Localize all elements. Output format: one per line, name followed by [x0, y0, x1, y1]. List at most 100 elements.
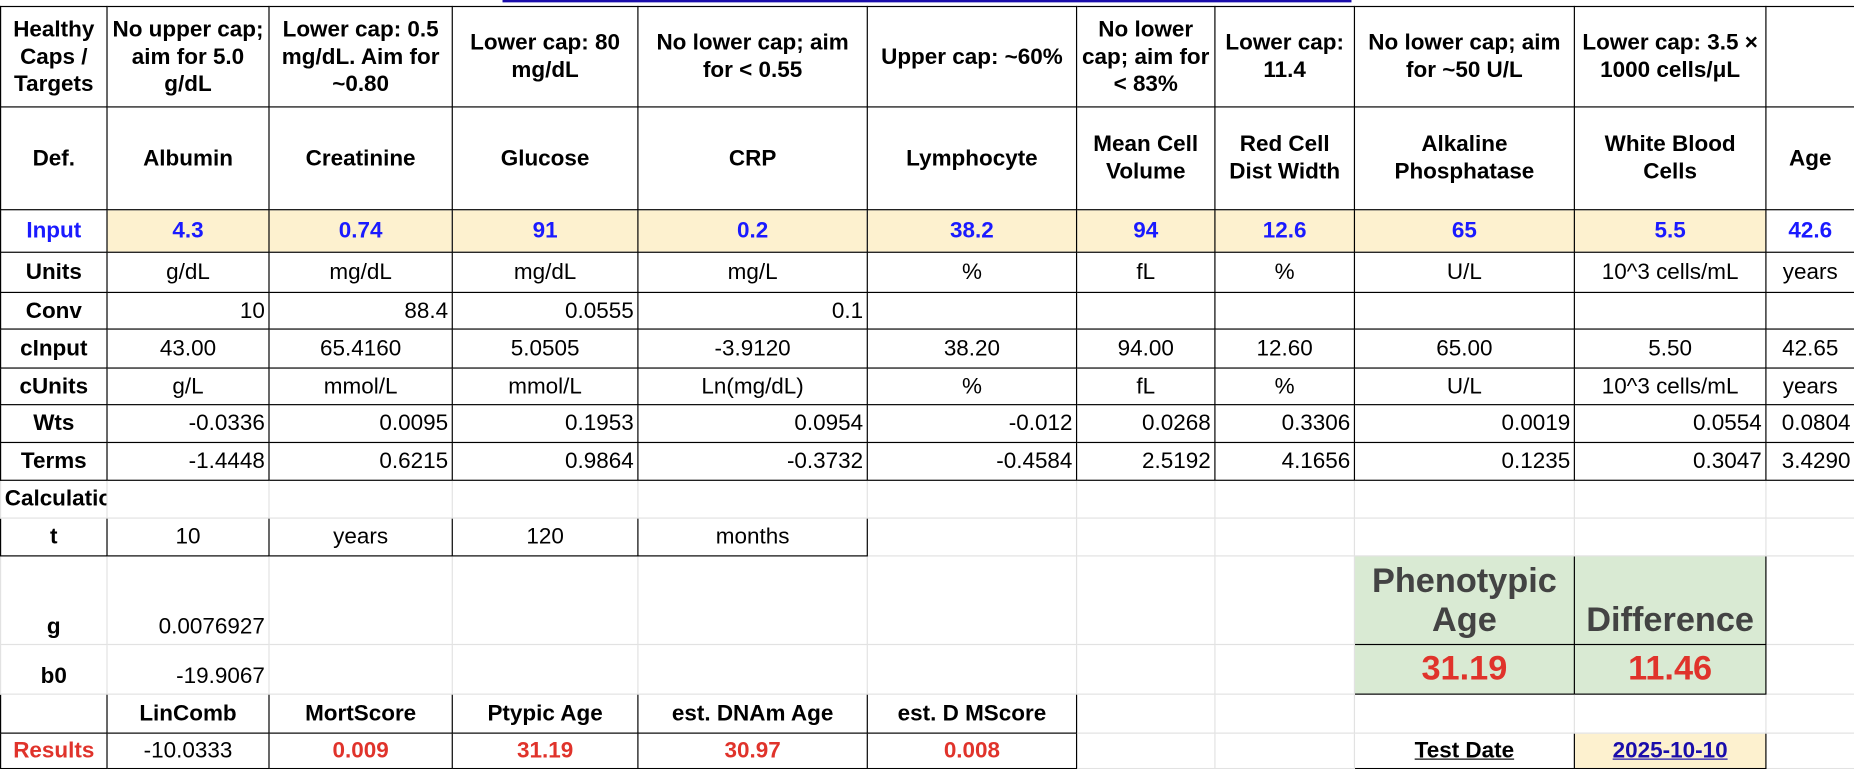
cell: years [1765, 367, 1854, 406]
cell: Lower cap: 80 mg/dL [451, 5, 639, 108]
cell [451, 479, 639, 519]
cell: 0.008 [866, 732, 1078, 769]
cell: Mean Cell Volume [1075, 106, 1216, 211]
cell: 0.009 [268, 732, 453, 769]
cell [637, 479, 868, 519]
sheet-row: cInput 43.00 65.4160 5.0505 -3.9120 38.20 94.0… [0, 328, 1854, 369]
cell: fL [1075, 251, 1216, 294]
cell: -1.4448 [106, 441, 270, 481]
cell [1214, 291, 1356, 330]
cell: Upper cap: ~60% [866, 5, 1078, 108]
cell: Input [0, 209, 108, 253]
cell: -0.4584 [866, 441, 1078, 481]
sheet-row: Wts -0.0336 0.0095 0.1953 0.0954 -0.012 0.0268… [0, 404, 1854, 444]
cell [1765, 732, 1854, 769]
cell: 10^3 cells/mL [1573, 367, 1767, 406]
cell [1573, 517, 1767, 557]
cell: years [1765, 251, 1854, 294]
cell [866, 517, 1078, 557]
cell [866, 643, 1078, 695]
cell: b0 [0, 643, 108, 695]
cell: 42.6 [1765, 209, 1854, 253]
cell: U/L [1353, 251, 1575, 294]
cell [1214, 643, 1356, 695]
cell: 0.3047 [1573, 441, 1767, 481]
cell [1075, 517, 1216, 557]
cell [1214, 732, 1356, 769]
cell: 38.2 [866, 209, 1078, 253]
cell: mg/L [637, 251, 868, 294]
cell [106, 479, 270, 519]
cell: 10^3 cells/mL [1573, 251, 1767, 294]
cell: Def. [0, 106, 108, 211]
cell: g/L [106, 367, 270, 406]
cell: Lymphocyte [866, 106, 1078, 211]
cell: 0.0076927 [106, 555, 270, 646]
cell [268, 479, 453, 519]
cell: 0.0954 [637, 404, 868, 444]
cell [1353, 291, 1575, 330]
cell [451, 555, 639, 646]
cell [866, 291, 1078, 330]
cell [1573, 693, 1767, 734]
cell: fL [1075, 367, 1216, 406]
sheet-row: Healthy Caps / Targets No upper cap; aim … [0, 5, 1854, 108]
cell: 12.60 [1214, 328, 1356, 369]
cell: mmol/L [451, 367, 639, 406]
sheet-row: Results -10.0333 0.009 31.19 30.97 0.008 Test … [0, 732, 1854, 769]
cell: 30.97 [637, 732, 868, 769]
cell: est. DNAm Age [637, 693, 868, 734]
cell: 4.1656 [1214, 441, 1356, 481]
cell: MortScore [268, 693, 453, 734]
cell: 12.6 [1214, 209, 1356, 253]
cell: No lower cap; aim for < 0.55 [637, 5, 868, 108]
cell: -0.0336 [106, 404, 270, 444]
cell: -0.012 [866, 404, 1078, 444]
cell [1353, 693, 1575, 734]
cell [1075, 555, 1216, 646]
cell: 0.3306 [1214, 404, 1356, 444]
cell: 65.00 [1353, 328, 1575, 369]
cell [0, 693, 108, 734]
cell: Lower cap: 11.4 [1214, 5, 1356, 108]
cell: 65 [1353, 209, 1575, 253]
cell: 88.4 [268, 291, 453, 330]
cell: 0.0555 [451, 291, 639, 330]
cell: Ln(mg/dL) [637, 367, 868, 406]
cell: 0.0554 [1573, 404, 1767, 444]
cell: -19.9067 [106, 643, 270, 695]
cell [866, 479, 1078, 519]
cell: % [1214, 251, 1356, 294]
cell: Ptypic Age [451, 693, 639, 734]
cell: 0.9864 [451, 441, 639, 481]
cell [1075, 693, 1216, 734]
sheet-row: Calculation: [0, 479, 1854, 519]
cell [1573, 291, 1767, 330]
sheet-row: Conv 10 88.4 0.0555 0.1 [0, 291, 1854, 330]
cell: Phenotypic Age [1353, 555, 1575, 646]
cell: No lower cap; aim for ~50 U/L [1353, 5, 1575, 108]
cell: 91 [451, 209, 639, 253]
cell: -0.3732 [637, 441, 868, 481]
cell: 65.4160 [268, 328, 453, 369]
cell [1765, 555, 1854, 646]
cell: Difference [1573, 555, 1767, 646]
cell: 38.20 [866, 328, 1078, 369]
cell [1214, 555, 1356, 646]
cell: 5.50 [1573, 328, 1767, 369]
cell: Albumin [106, 106, 270, 211]
cell: 2025-10-10 [1573, 732, 1767, 769]
cell [637, 555, 868, 646]
cell: Red Cell Dist Width [1214, 106, 1356, 211]
cell: 120 [451, 517, 639, 557]
cell: Units [0, 251, 108, 294]
cell: 3.4290 [1765, 441, 1854, 481]
cell: % [866, 251, 1078, 294]
sheet-row: Input 4.3 0.74 91 0.2 38.2 94 12.6 65 5.5 42.6 [0, 209, 1854, 253]
cell: -3.9120 [637, 328, 868, 369]
cell: Age [1765, 106, 1854, 211]
cell [1075, 479, 1216, 519]
cell: 94.00 [1075, 328, 1216, 369]
